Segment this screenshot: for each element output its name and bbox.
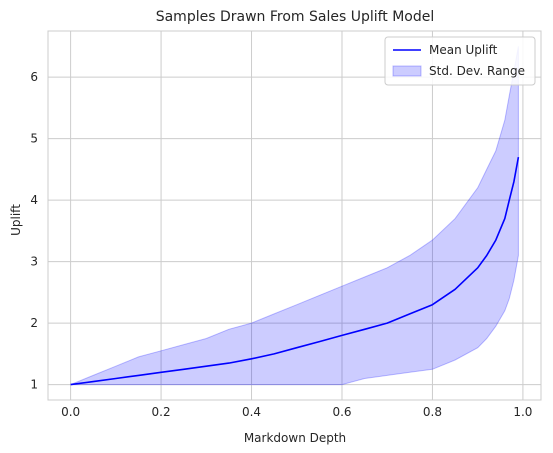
x-axis-label: Markdown Depth (244, 431, 346, 445)
y-tick-label: 1 (30, 378, 38, 392)
legend-label-std-dev: Std. Dev. Range (429, 64, 525, 78)
y-tick-label: 6 (30, 70, 38, 84)
legend: Mean Uplift Std. Dev. Range (384, 36, 536, 86)
y-axis-label: Uplift (9, 204, 23, 236)
legend-box (384, 36, 536, 86)
legend-label-mean-uplift: Mean Uplift (429, 43, 498, 57)
x-tick-label: 0.4 (242, 405, 261, 419)
x-tick-label: 0.8 (423, 405, 442, 419)
y-tick-label: 2 (30, 316, 38, 330)
legend-swatch-std-dev (392, 65, 422, 77)
plot-frame (47, 30, 542, 401)
x-tick-label: 0.6 (332, 405, 351, 419)
y-tick-label: 5 (30, 132, 38, 146)
std-dev-band (70, 46, 519, 386)
x-tick-label: 1.0 (513, 405, 532, 419)
x-tick-label: 0.2 (152, 405, 171, 419)
chart-title: Samples Drawn From Sales Uplift Model (156, 9, 435, 25)
x-tick-label: 0.0 (61, 405, 80, 419)
y-tick-label: 3 (30, 255, 38, 269)
mean-uplift-line (70, 156, 520, 386)
plot-area (48, 31, 541, 400)
y-tick-label: 4 (30, 193, 38, 207)
